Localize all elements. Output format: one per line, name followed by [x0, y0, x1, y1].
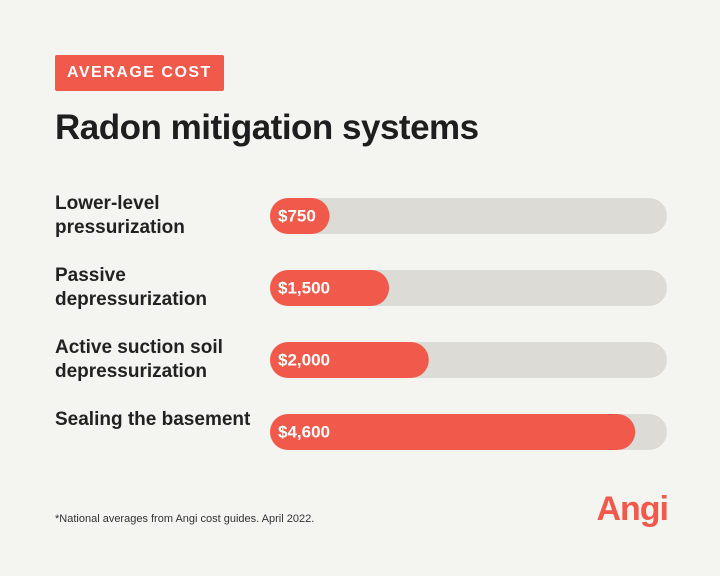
- value-label: $1,500: [278, 278, 330, 297]
- category-label: Active suction soil depressurization: [55, 337, 223, 382]
- value-label: $750: [278, 206, 316, 225]
- bar: [270, 270, 390, 306]
- category-label: Lower-level pressurization: [55, 193, 185, 238]
- category-label: Sealing the basement: [55, 409, 251, 430]
- bar: [270, 342, 429, 378]
- bar-track: [270, 198, 667, 234]
- bar: [270, 414, 636, 450]
- chart-title: Radon mitigation systems: [55, 108, 479, 147]
- logo: Angi: [596, 490, 669, 528]
- value-label: $4,600: [278, 422, 330, 441]
- badge: AVERAGE COST: [55, 55, 224, 91]
- bar: [270, 198, 330, 234]
- value-label: $2,000: [278, 350, 330, 369]
- category-label: Passive depressurization: [55, 265, 208, 310]
- footnote: *National averages from Angi cost guides…: [55, 513, 315, 525]
